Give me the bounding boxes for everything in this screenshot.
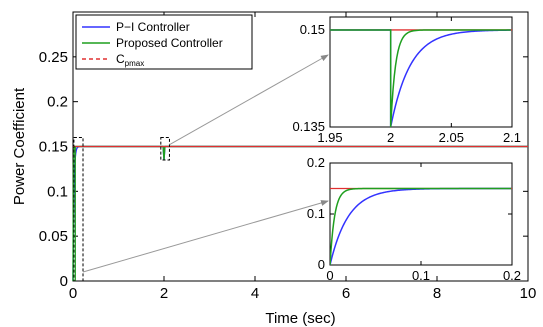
zoom-markers <box>73 54 329 282</box>
inset-proposed-line <box>330 29 511 127</box>
x-tick-label: 10 <box>520 285 537 302</box>
y-tick-label: 0.05 <box>39 228 68 245</box>
x-tick-label: 0 <box>69 285 77 302</box>
legend: P−I Controller Proposed Controller Cpmax <box>75 14 253 70</box>
legend-label-text: P−I Controller <box>116 20 190 34</box>
legend-label: Proposed Controller <box>116 36 223 50</box>
y-axis-label: Power Coefficient <box>11 87 28 205</box>
inset-zoom-start: 0 0.1 0.2 0 0.1 0.2 <box>307 155 521 283</box>
inset-series <box>330 29 512 127</box>
legend-label: Cpmax <box>116 52 144 68</box>
inset-x-tick-label: 0.1 <box>412 268 430 283</box>
inset-y-tick-label: 0.135 <box>292 119 325 134</box>
x-tick-label: 2 <box>160 285 168 302</box>
legend-label-text: C <box>116 52 125 66</box>
inset-zoom-dip: 1.95 2 2.05 2.1 0.135 0.15 <box>292 16 521 145</box>
zoom-box-start <box>73 137 84 282</box>
inset-y-tick-label: 0.15 <box>300 22 325 37</box>
inset-y-tick-label: 0.2 <box>307 155 325 170</box>
inset-x-tick-label: 2 <box>387 130 394 145</box>
zoom-arrow-dip <box>169 54 329 146</box>
inset-x-tick-label: 2.05 <box>439 130 464 145</box>
x-tick-label: 8 <box>433 285 441 302</box>
y-tick-label: 0.2 <box>47 94 68 111</box>
inset-frame <box>329 16 513 128</box>
inset-x-tick-label: 2.1 <box>503 130 521 145</box>
inset-x-tick-label: 1.95 <box>317 130 342 145</box>
inset-series <box>330 187 512 265</box>
y-tick-label: 0 <box>60 273 68 290</box>
legend-box <box>75 14 253 70</box>
y-tick-label: 0.1 <box>47 183 68 200</box>
inset-y-tick-label: 0.1 <box>307 206 325 221</box>
zoom-arrow-start <box>82 200 329 273</box>
y-tick-label: 0.25 <box>39 49 68 66</box>
x-tick-label: 4 <box>251 285 259 302</box>
inset-x-tick-label: 0.2 <box>503 268 521 283</box>
inset-x-tick-label: 0 <box>326 268 333 283</box>
x-tick-label: 6 <box>342 285 350 302</box>
y-tick-label: 0.15 <box>39 139 68 156</box>
legend-label-text: Proposed Controller <box>116 36 223 50</box>
x-axis-label: Time (sec) <box>265 310 335 327</box>
legend-label: P−I Controller <box>116 20 190 34</box>
zoom-box-dip <box>160 137 170 161</box>
inset-frame <box>329 162 513 266</box>
inset-y-tick-label: 0 <box>318 257 325 272</box>
legend-label-subscript: pmax <box>125 59 145 68</box>
inset-proposed-line <box>330 187 512 265</box>
